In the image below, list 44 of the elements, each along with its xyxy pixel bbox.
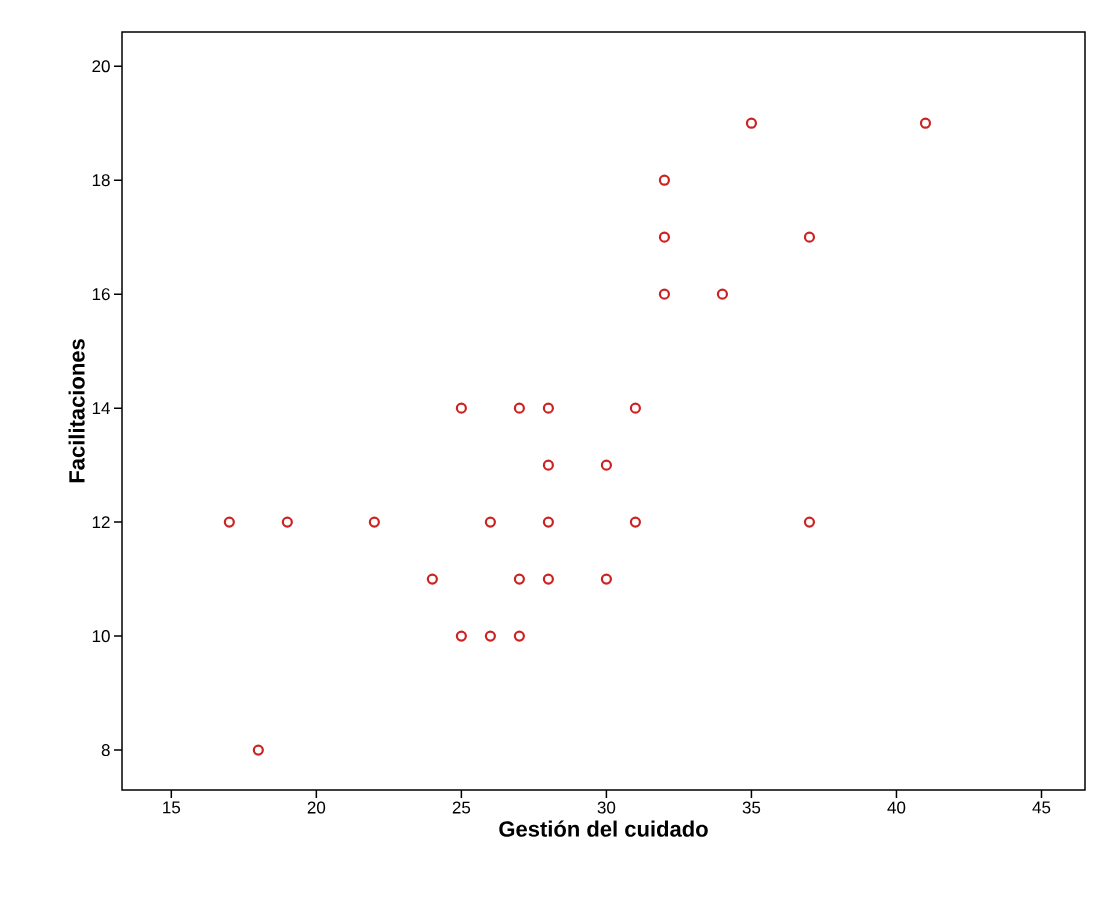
x-tick-label: 35 [742, 801, 761, 814]
point [542, 516, 554, 528]
point [600, 459, 612, 471]
x-tick-label: 15 [163, 801, 181, 814]
x-tick-label: 40 [887, 801, 906, 814]
x-axis-title: Gestión del cuidado [499, 820, 708, 837]
x-tick-label: 20 [307, 801, 326, 814]
point [658, 288, 671, 300]
point [745, 117, 758, 129]
point [513, 630, 525, 642]
point [716, 288, 729, 300]
point [542, 573, 554, 585]
point [542, 402, 554, 414]
point [368, 516, 380, 528]
point [803, 516, 816, 528]
y-tick-label: 10 [92, 630, 110, 643]
point [629, 516, 642, 528]
point [426, 573, 438, 585]
point [252, 744, 264, 756]
point [484, 630, 496, 642]
point [455, 402, 467, 414]
y-axis-title: Facilitaciones [68, 339, 85, 483]
point [542, 459, 554, 471]
y-tick-label: 8 [101, 744, 110, 757]
point [281, 516, 293, 528]
x-tick-label: 30 [597, 801, 616, 814]
y-tick-label: 18 [92, 174, 110, 187]
point [455, 630, 467, 642]
x-tick-label: 25 [452, 801, 471, 814]
point [803, 231, 816, 243]
x-tick-label: 45 [1032, 801, 1051, 814]
point [223, 516, 235, 528]
y-tick-label: 20 [92, 60, 110, 73]
point [919, 117, 932, 129]
point [484, 516, 496, 528]
point [658, 174, 671, 186]
point [600, 573, 612, 585]
y-tick-label: 14 [92, 402, 110, 414]
point [658, 231, 671, 243]
y-tick-label: 12 [92, 516, 110, 529]
point [629, 402, 642, 414]
point [513, 573, 525, 585]
point [513, 402, 525, 414]
y-tick-label: 16 [92, 288, 110, 301]
